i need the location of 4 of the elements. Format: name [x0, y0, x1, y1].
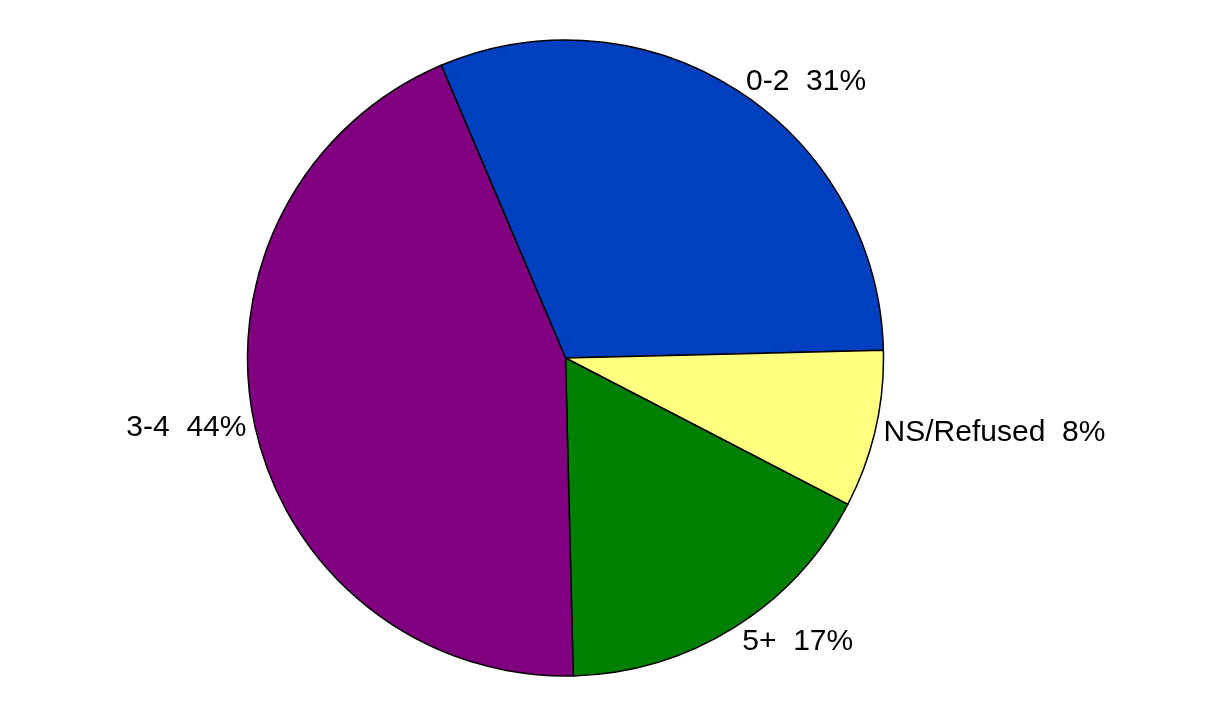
slice-label: NS/Refused 8%	[883, 413, 1106, 447]
slice-label: 5+ 17%	[742, 623, 854, 657]
slice-label: 0-2 31%	[746, 62, 867, 96]
slice-label: 3-4 44%	[126, 409, 247, 443]
